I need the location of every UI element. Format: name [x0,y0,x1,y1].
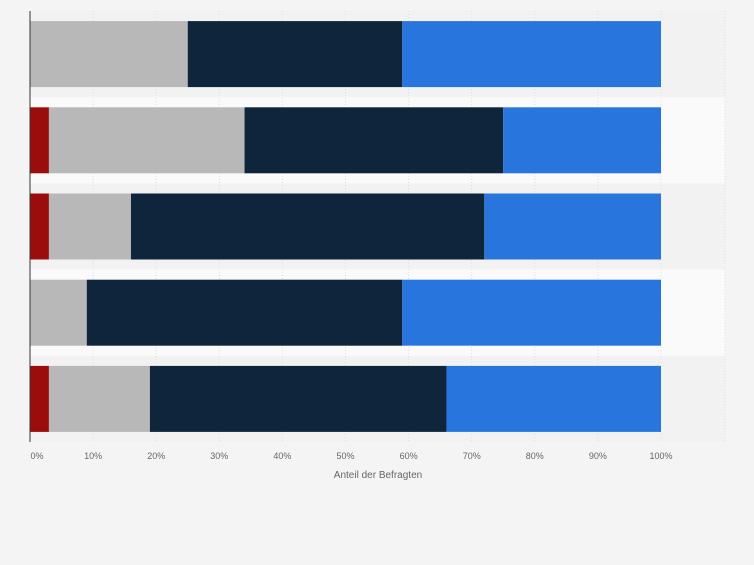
bar-segment [402,21,661,88]
bar-segment [130,193,485,260]
bar-segment [484,193,661,260]
x-axis-label: Anteil der Befragten [334,470,422,481]
x-tick-labels: 0% 10% 20% 30% 40% 50% 60% 70% 80% 90% 100% [30,451,672,461]
x-tick-label: 10% [84,451,102,461]
bar-segment [503,107,661,174]
x-tick-label: 20% [147,451,165,461]
x-tick-label: 80% [526,451,544,461]
bar-segment [48,107,245,174]
bar-segment [187,21,403,88]
bar-segment [86,279,403,346]
x-tick-label: 90% [589,451,607,461]
bar-segment [30,365,49,432]
x-tick-label: 70% [463,451,481,461]
x-tick-label: 50% [336,451,354,461]
x-tick-label: 30% [210,451,228,461]
bar-segment [30,21,188,88]
x-tick-label: 60% [400,451,418,461]
bars [30,21,661,432]
bar-segment [244,107,504,174]
bar-segment [48,365,150,432]
bar-segment [48,193,131,260]
x-tick-label: 100% [649,451,672,461]
bar-segment [149,365,447,432]
bar-segment [30,107,49,174]
bar-segment [30,279,87,346]
x-tick-label: 40% [273,451,291,461]
bar-segment [30,193,49,260]
x-tick-label: 0% [30,451,43,461]
bar-segment [446,365,661,432]
bar-segment [402,279,661,346]
